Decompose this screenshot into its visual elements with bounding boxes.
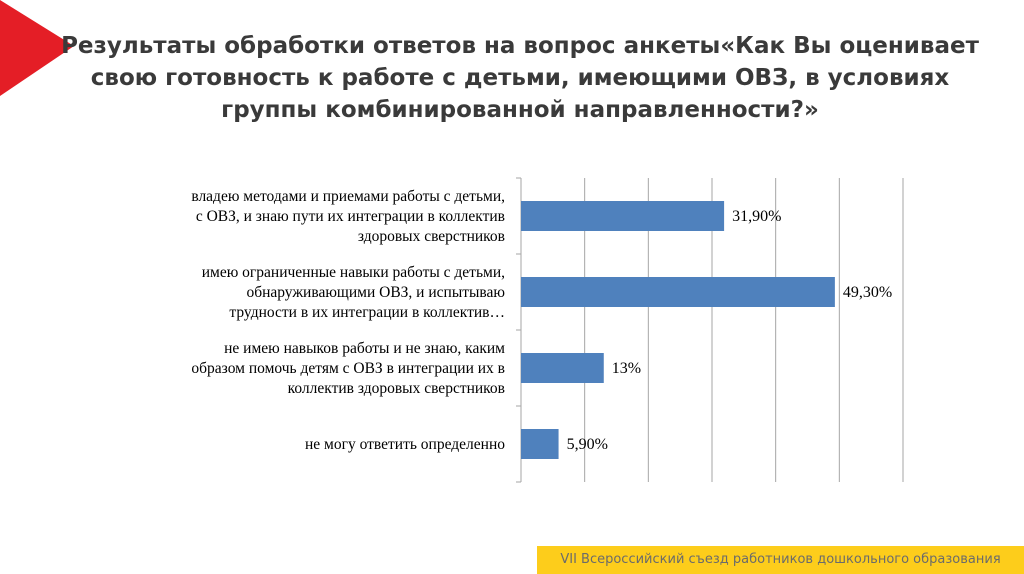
category-label: здоровых сверстников [358, 228, 505, 245]
category-label: не могу ответить определенно [305, 436, 505, 453]
bar [521, 429, 559, 459]
footer-banner: VII Всероссийский съезд работников дошко… [537, 546, 1024, 574]
category-label: обнаруживающими ОВЗ, и испытываю [246, 284, 505, 301]
category-label: не имею навыков работы и не знаю, каким [224, 340, 505, 357]
category-label: трудности в их интеграции в коллектив… [229, 304, 505, 321]
bar [521, 201, 725, 231]
data-label: 5,90% [567, 436, 608, 453]
category-label: образом помочь детям с ОВЗ в интеграции … [191, 360, 505, 377]
red-triangle-decoration [0, 0, 74, 96]
data-label: 49,30% [843, 284, 892, 301]
bar [521, 277, 835, 307]
category-label: имею ограниченные навыки работы с детьми… [202, 264, 505, 281]
category-label: с ОВЗ, и знаю пути их интеграции в колле… [196, 208, 505, 225]
page-title: Результаты обработки ответов на вопрос а… [61, 33, 979, 123]
category-label: владею методами и приемами работы с деть… [191, 188, 505, 205]
bar [521, 353, 604, 383]
data-label: 13% [612, 360, 641, 377]
category-label: коллектив здоровых сверстников [288, 380, 505, 397]
data-label: 31,90% [732, 208, 781, 225]
